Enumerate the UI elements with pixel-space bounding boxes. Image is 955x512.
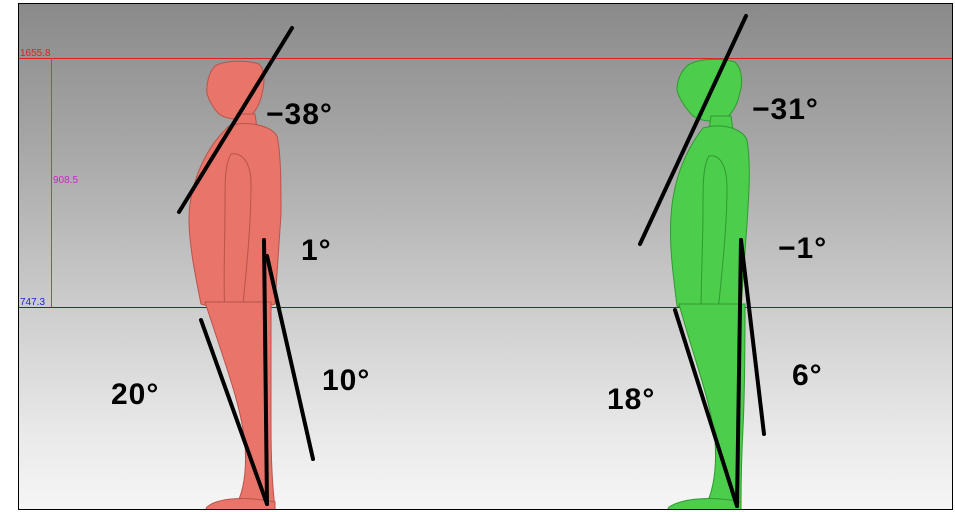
left-body-scan <box>188 60 282 509</box>
scan-canvas <box>177 14 766 509</box>
left-trunk-line <box>262 238 269 506</box>
span-label: 908.5 <box>53 175 79 186</box>
left-shank-line <box>199 318 269 506</box>
left-shank-angle: 20° <box>111 378 160 411</box>
right-neck-line <box>638 14 748 246</box>
right-thigh-angle: 6° <box>792 359 823 392</box>
right-neck-angle: −31° <box>752 93 819 126</box>
right-trunk-angle: −1° <box>778 232 828 265</box>
waist-measurement-line <box>19 307 952 308</box>
right-trunk-line <box>735 238 743 508</box>
right-shank-line <box>673 308 739 508</box>
top-line-label: 1655.8 <box>20 48 51 59</box>
left-neck-angle: −38° <box>266 98 333 131</box>
3d-scan-viewport[interactable]: 1655.8 908.5 747.3 <box>18 3 953 510</box>
right-angle-lines <box>638 14 766 508</box>
left-thigh-angle: 10° <box>322 364 371 397</box>
left-neck-line <box>177 26 294 214</box>
left-trunk-angle: 1° <box>301 234 332 267</box>
waist-line-label: 747.3 <box>20 297 46 308</box>
left-angle-lines <box>177 26 315 506</box>
height-span-line <box>51 58 52 307</box>
top-measurement-line <box>19 58 952 59</box>
right-shank-angle: 18° <box>607 383 656 416</box>
right-thigh-line <box>739 238 766 436</box>
left-thigh-line <box>265 254 315 461</box>
